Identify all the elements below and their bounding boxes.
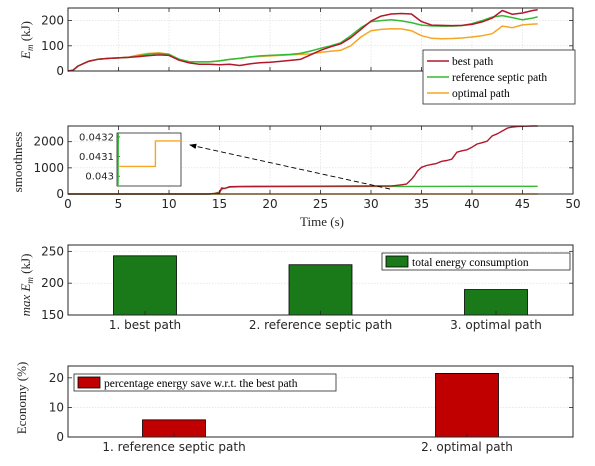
max-energy-bar-chart: 150 200 250 1. best path 2. reference septi… <box>18 244 574 332</box>
economy-legend-label: percentage energy save w.r.t. the best p… <box>104 378 298 390</box>
max-energy-bar-3 <box>464 289 528 316</box>
max-energy-legend-box <box>381 252 571 271</box>
max-energy-bars <box>113 255 528 316</box>
smoothness-chart: 0 1000 2000 0 5 10 15 20 25 30 35 40 45 50 smoothnes… <box>10 125 581 229</box>
economy-category-label: 2. optimal path <box>421 440 513 454</box>
max-energy-category-label: 1. best path <box>109 318 181 332</box>
x-tick-label: 45 <box>515 197 530 211</box>
inset-frame <box>116 132 182 187</box>
max-energy-category-label: 2. reference septic path <box>249 318 392 332</box>
max-energy-category-labels: 1. best path 2. reference septic path 3. o… <box>109 311 542 332</box>
economy-y-axis-label: Economy (%) <box>14 362 29 435</box>
energy-line-optimal-path <box>67 23 538 72</box>
economy-legend: percentage energy save w.r.t. the best p… <box>73 373 337 392</box>
x-tick-label: 25 <box>313 197 328 211</box>
y-tick-label: 150 <box>41 308 64 322</box>
energy-y-axis-label: Em (kJ) <box>18 21 35 60</box>
smoothness-y-ticks: 0 1000 2000 <box>33 135 573 201</box>
x-tick-label: 20 <box>262 197 277 211</box>
inset-line-optimal-path <box>119 140 181 168</box>
y-tick-label: 250 <box>41 244 64 258</box>
y-tick-label: 200 <box>41 14 64 28</box>
economy-bar-chart: 0 10 20 1. reference septic path 2. optimal… <box>14 362 574 454</box>
economy-bar-2 <box>435 372 499 438</box>
y-tick-label: 20 <box>49 371 64 385</box>
y-tick-label: 1000 <box>33 161 64 175</box>
x-tick-label: 10 <box>161 197 176 211</box>
max-energy-legend-swatch <box>385 255 409 268</box>
y-tick-label: 200 <box>41 276 64 290</box>
max-energy-legend: total energy consumption <box>381 252 571 271</box>
x-tick-label: 50 <box>565 197 580 211</box>
y-tick-label: 2000 <box>33 135 64 149</box>
y-tick-label: 0 <box>56 187 64 201</box>
x-tick-label: 30 <box>363 197 378 211</box>
max-energy-y-axis-label: max Em (kJ) <box>18 254 35 317</box>
inset-pointer-arrow <box>189 143 391 190</box>
x-tick-label: 5 <box>115 197 123 211</box>
economy-bars <box>142 372 499 438</box>
y-tick-label: 0 <box>56 430 64 444</box>
x-tick-label: 0 <box>64 197 72 211</box>
y-tick-label: 0 <box>56 64 64 78</box>
energy-line-best-path <box>67 9 538 72</box>
time-x-axis-label: Time (s) <box>300 214 344 229</box>
max-energy-bar-1 <box>113 255 177 316</box>
inset-y-tick-label: 0.0432 <box>79 132 114 143</box>
max-energy-category-label: 3. optimal path <box>450 318 542 332</box>
smoothness-line-best-path <box>68 125 538 195</box>
energy-chart: 0 100 200 Em (kJ) best path reference septi… <box>18 7 576 105</box>
legend-label-reference-septic-path: reference septic path <box>452 72 547 84</box>
max-energy-legend-label: total energy consumption <box>412 257 529 269</box>
smoothness-y-axis-label: smoothness <box>10 132 25 193</box>
economy-y-ticks: 0 10 20 <box>49 371 573 444</box>
energy-legend: best path reference septic path optimal pa… <box>422 49 576 105</box>
y-tick-label: 10 <box>49 400 64 414</box>
inset-y-tick-label: 0.043 <box>85 172 114 183</box>
economy-category-labels: 1. reference septic path 2. optimal path <box>102 433 513 454</box>
x-tick-label: 40 <box>464 197 479 211</box>
economy-legend-swatch <box>77 376 101 389</box>
x-tick-label: 15 <box>212 197 227 211</box>
economy-legend-box <box>73 373 337 392</box>
economy-category-label: 1. reference septic path <box>102 440 245 454</box>
legend-label-optimal-path: optimal path <box>452 88 510 100</box>
x-tick-label: 35 <box>414 197 429 211</box>
energy-series-lines <box>67 9 538 72</box>
smoothness-inset: 0.0432 0.0431 0.043 <box>79 132 182 187</box>
max-energy-bar-2 <box>288 264 353 316</box>
inset-line-reference-septic-path <box>117 132 119 187</box>
economy-axes-frame <box>67 365 574 438</box>
y-tick-label: 100 <box>41 39 64 53</box>
legend-label-best-path: best path <box>452 56 493 68</box>
max-energy-y-ticks: 150 200 250 <box>41 244 573 322</box>
smoothness-x-ticks: 0 5 10 15 20 25 30 35 40 45 50 <box>64 126 581 211</box>
inset-y-tick-label: 0.0431 <box>79 152 114 163</box>
